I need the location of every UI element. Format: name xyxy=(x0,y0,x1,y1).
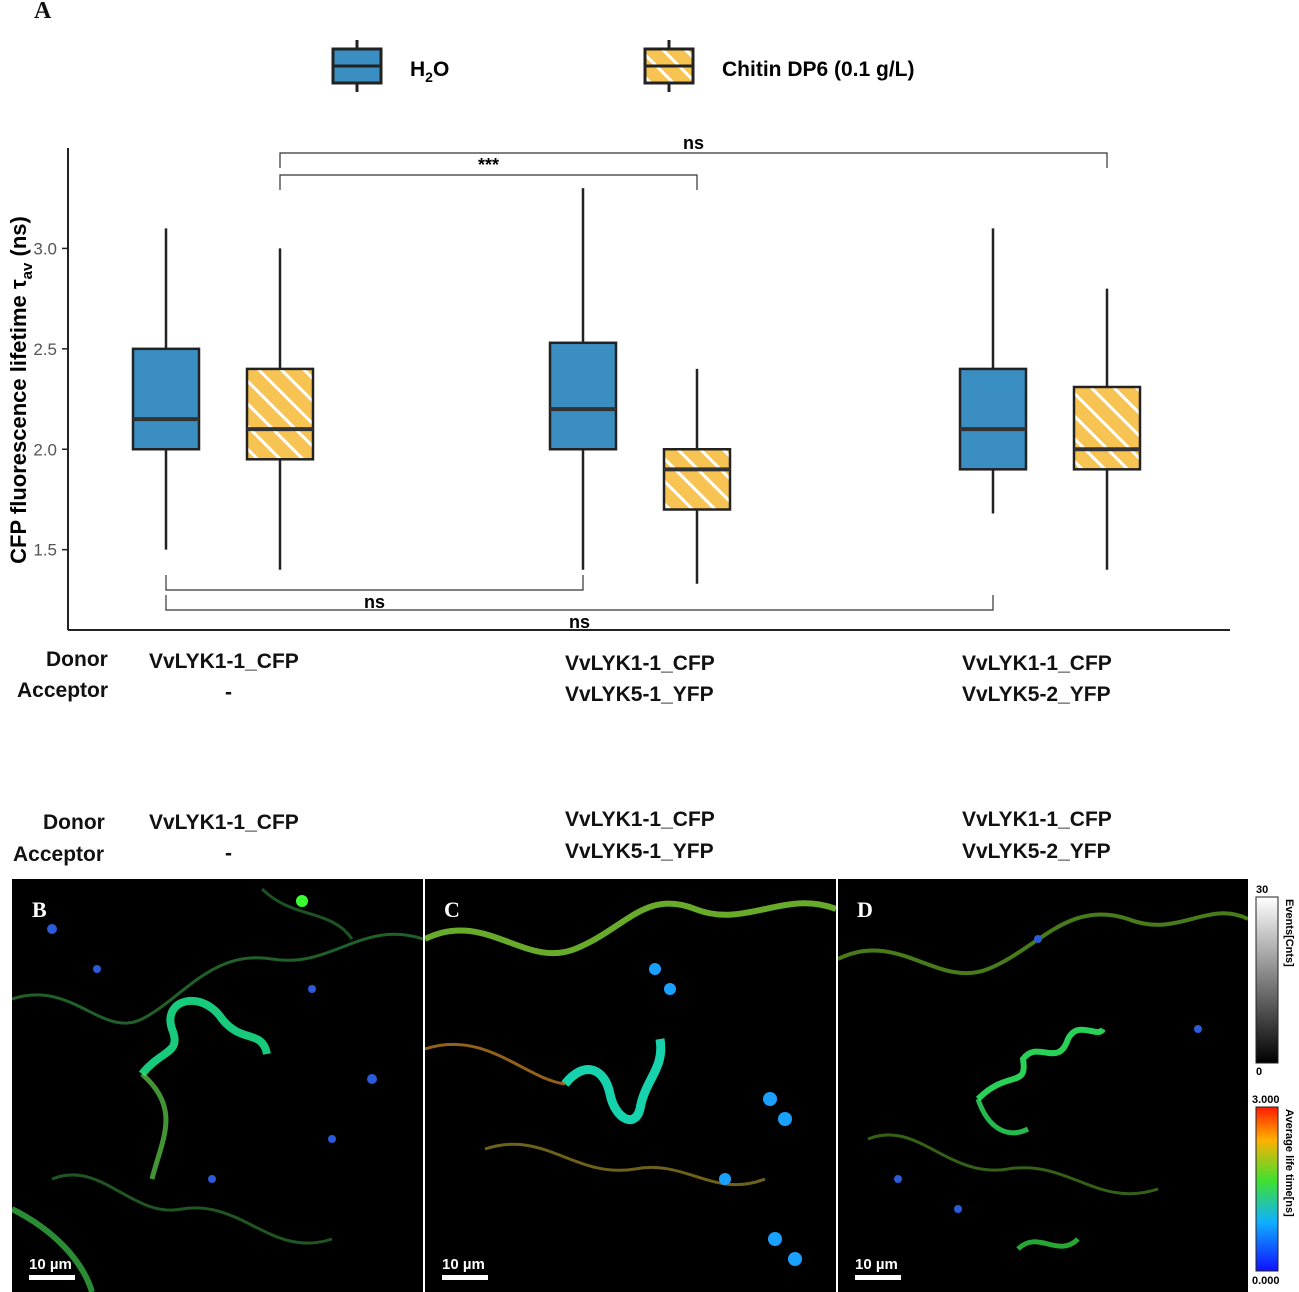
table-b-col2-acceptor: VvLYK5-1_YFP xyxy=(565,840,714,863)
table-a-acceptor-label: Acceptor xyxy=(17,679,109,702)
table-a-col3-acceptor: VvLYK5-2_YFP xyxy=(962,683,1111,706)
box-iqr xyxy=(1072,385,1142,471)
microscopy-panel-d: 10 µm xyxy=(838,879,1248,1292)
box-iqr xyxy=(662,448,732,511)
microscopy-panel-c: 10 µm xyxy=(425,879,836,1292)
panel-b-label: B xyxy=(32,897,47,922)
table-a-col2-acceptor: VvLYK5-1_YFP xyxy=(565,683,714,706)
lifetime-colorbar xyxy=(1255,1106,1279,1272)
lifetime-max: 3.000 xyxy=(1252,1094,1280,1106)
significance-bracket xyxy=(165,575,584,591)
significance-label: ns xyxy=(683,133,704,153)
table-a-col1-donor: VvLYK1-1_CFP xyxy=(149,650,299,673)
panel-a-label: A xyxy=(34,0,52,24)
y-tick-label: 2.0 xyxy=(33,440,57,459)
table-b-col3-donor: VvLYK1-1_CFP xyxy=(962,808,1112,831)
legend-chitin-label: Chitin DP6 (0.1 g/L) xyxy=(722,58,915,81)
box-iqr xyxy=(131,347,201,451)
events-title: Events[Cnts] xyxy=(1283,899,1295,967)
cell-outline-d xyxy=(838,911,1248,1251)
significance-label: ns xyxy=(364,592,385,612)
significance-label: ns xyxy=(569,612,590,632)
table-a-donor-label: Donor xyxy=(46,648,108,671)
events-max: 30 xyxy=(1256,884,1268,896)
scale-bar-b: 10 µm xyxy=(29,1256,75,1280)
significance-bracket xyxy=(279,174,698,190)
box-iqr xyxy=(245,367,315,461)
significance-bracket xyxy=(165,595,994,611)
colorbars: 30 0 Events[Cnts] 3.000 0.000 Average li… xyxy=(1252,884,1295,1287)
table-b-acceptor-label: Acceptor xyxy=(13,843,105,866)
lifetime-min: 0.000 xyxy=(1252,1275,1280,1287)
legend-water-label: H2O xyxy=(410,58,449,85)
box-iqr xyxy=(548,341,618,451)
events-min: 0 xyxy=(1256,1066,1262,1078)
y-tick-label: 1.5 xyxy=(33,541,57,560)
table-b-donor-label: Donor xyxy=(43,811,105,834)
cell-outline-c xyxy=(425,900,836,1266)
boxes xyxy=(131,188,1142,584)
panel-c-label: C xyxy=(444,897,460,922)
scale-bar-d: 10 µm xyxy=(855,1256,901,1280)
table-b-col3-acceptor: VvLYK5-2_YFP xyxy=(962,840,1111,863)
events-colorbar xyxy=(1255,896,1279,1064)
box-iqr xyxy=(958,367,1028,471)
table-a-col1-acceptor: - xyxy=(225,681,232,704)
legend-water-swatch xyxy=(331,40,383,92)
cell-outline-b xyxy=(12,887,423,1292)
table-b-col1-donor: VvLYK1-1_CFP xyxy=(149,811,299,834)
boxplot-chart: H2O Chitin DP6 (0.1 g/L) CFP fluorescenc… xyxy=(6,40,1230,632)
scale-bar-c: 10 µm xyxy=(442,1256,488,1280)
significance-brackets: ns *** ns ns xyxy=(165,133,1108,632)
legend-chitin-swatch xyxy=(643,40,695,92)
y-tick-label: 2.5 xyxy=(33,340,57,359)
table-a-col2-donor: VvLYK1-1_CFP xyxy=(565,652,715,675)
table-b-col2-donor: VvLYK1-1_CFP xyxy=(565,808,715,831)
microscopy-panel-b: 10 µm xyxy=(12,879,423,1292)
panel-d-label: D xyxy=(857,897,873,922)
lifetime-title: Average life time[ns] xyxy=(1283,1109,1295,1217)
legend: H2O Chitin DP6 (0.1 g/L) xyxy=(331,40,915,92)
table-a-col3-donor: VvLYK1-1_CFP xyxy=(962,652,1112,675)
y-tick-label: 3.0 xyxy=(33,239,57,258)
significance-label: *** xyxy=(478,155,499,175)
table-b-col1-acceptor: - xyxy=(225,842,232,865)
y-axis-title: CFP fluorescence lifetime τav (ns) xyxy=(6,216,36,564)
y-ticks: 1.5 2.0 2.5 3.0 xyxy=(33,239,68,560)
significance-bracket xyxy=(279,152,1108,168)
